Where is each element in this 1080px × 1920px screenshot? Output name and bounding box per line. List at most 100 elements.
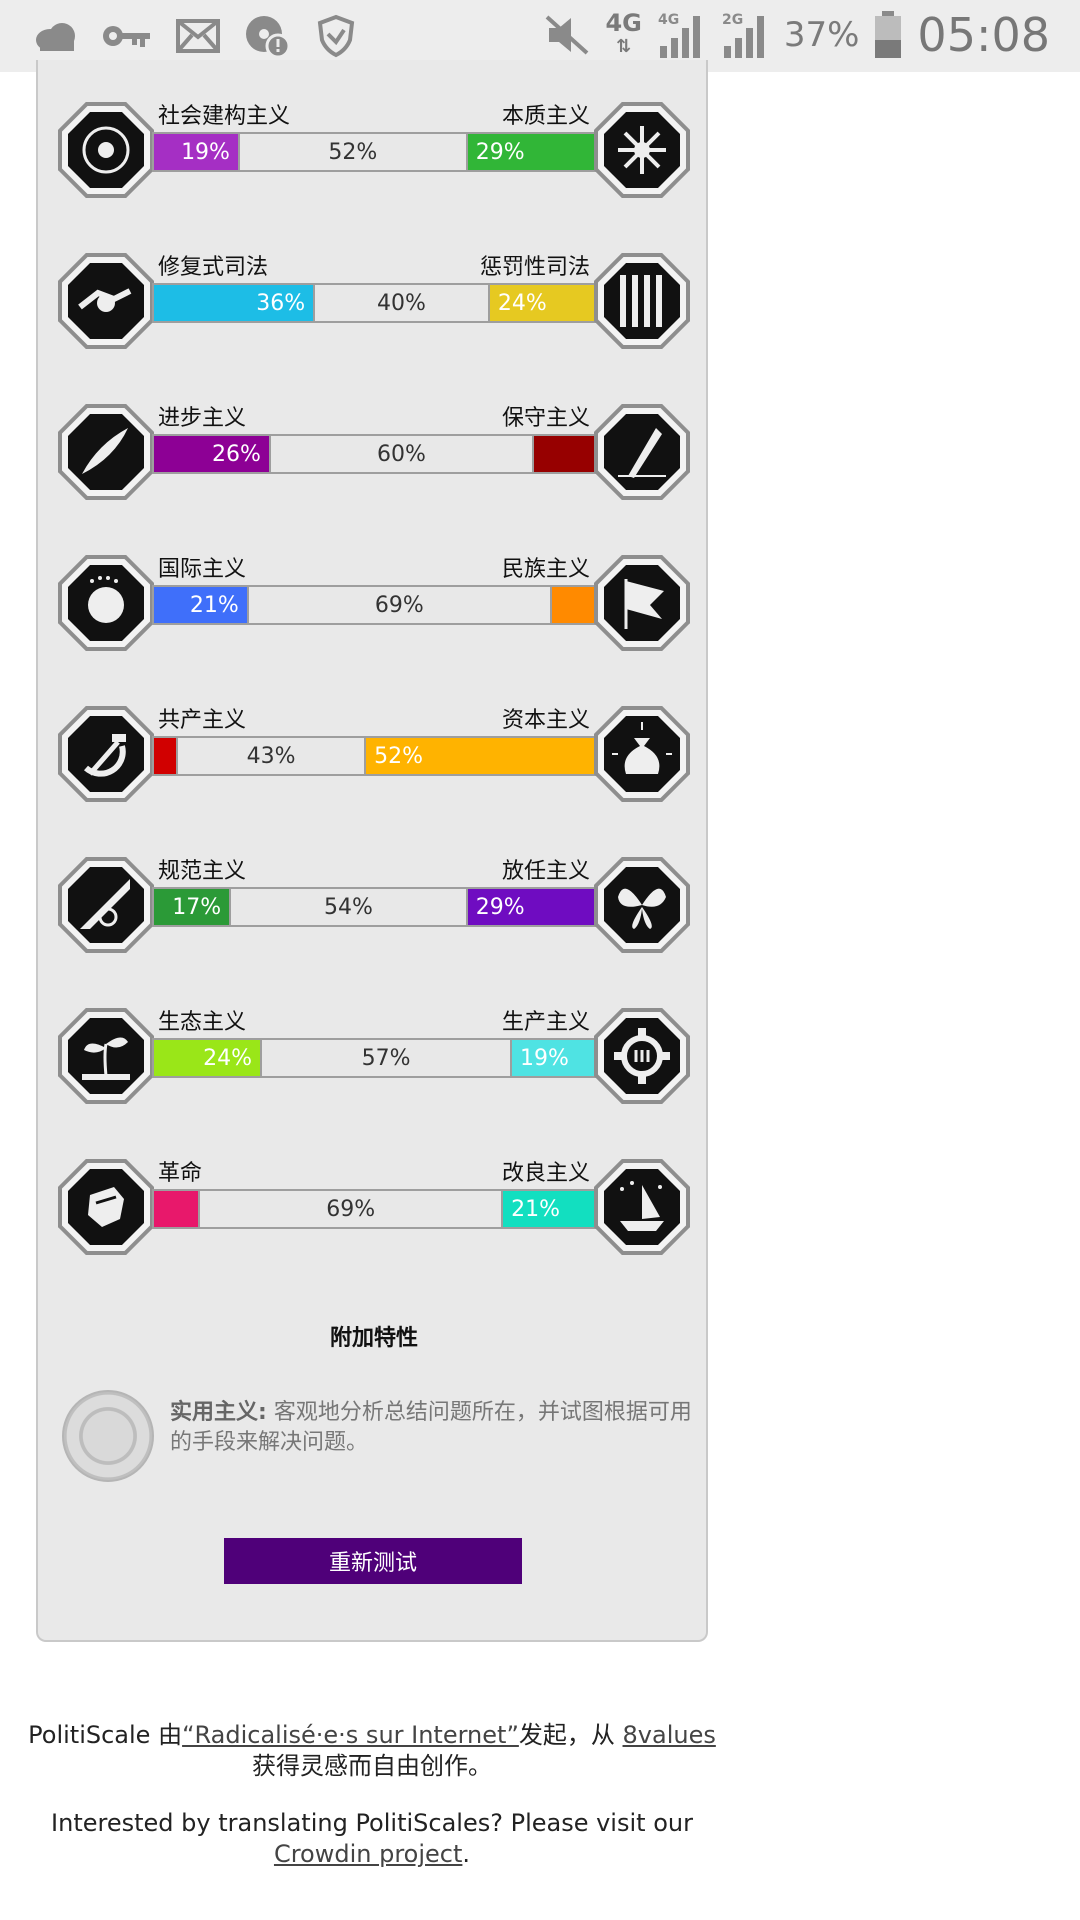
- mute-icon: [543, 13, 591, 57]
- axis-right-label: 本质主义: [501, 104, 590, 129]
- axis-row: 革命 改良主义 69% 21%: [38, 1147, 710, 1257]
- axis-right-label: 保守主义: [501, 406, 590, 431]
- axis-right-segment: [551, 587, 596, 623]
- hammer-sickle-icon: [58, 706, 154, 802]
- svg-text:2G: 2G: [722, 12, 743, 28]
- axis-left-segment: 26%: [154, 436, 269, 472]
- footer: PolitiScale 由“Radicalisé·e·s sur Interne…: [0, 1720, 744, 1870]
- axis-row: 修复式司法 惩罚性司法 36% 40% 24%: [38, 241, 710, 351]
- results-card: 社会建构主义 本质主义 19% 52% 29% 修复式司法 惩罚性司法 36% 40% 24% 进步…: [36, 60, 708, 1642]
- axis-center-segment: 54%: [229, 889, 468, 925]
- network-4g-indicator: 4G ⇅: [605, 9, 642, 57]
- axis-right-segment: 21%: [503, 1191, 596, 1227]
- pragmatism-seal-icon: [62, 1390, 154, 1482]
- axis-row: 社会建构主义 本质主义 19% 52% 29%: [38, 90, 710, 200]
- axis-right-label: 改良主义: [501, 1161, 590, 1186]
- svg-text:4G: 4G: [658, 12, 679, 28]
- axis-row: 进步主义 保守主义 26% 60%: [38, 392, 710, 502]
- shield-check-icon: [316, 14, 356, 58]
- prison-bars-icon: [594, 253, 690, 349]
- axis-row: 生态主义 生产主义 24% 57% 19%: [38, 996, 710, 1106]
- handshake-icon: [58, 253, 154, 349]
- axis-bar: 19% 52% 29%: [152, 132, 598, 172]
- mail-icon: [176, 19, 220, 53]
- clock: 05:08: [917, 8, 1050, 62]
- gear-icon: [594, 1008, 690, 1104]
- axis-bar: 69% 21%: [152, 1189, 598, 1229]
- axis-right-segment: 29%: [467, 889, 596, 925]
- disk-alert-icon: [244, 12, 292, 60]
- axis-left-label: 共产主义: [158, 708, 247, 733]
- rocket-icon: [58, 404, 154, 500]
- battery-percent: 37%: [783, 15, 860, 55]
- axis-right-segment: 29%: [467, 134, 596, 170]
- key-icon: [102, 21, 152, 51]
- axis-left-segment: 24%: [154, 1040, 261, 1076]
- axis-left-segment: 17%: [154, 889, 230, 925]
- flower-icon: [594, 102, 690, 198]
- money-bag-icon: [594, 706, 690, 802]
- axis-row: 国际主义 民族主义 21% 69%: [38, 543, 710, 653]
- axis-bar: 43% 52%: [152, 736, 598, 776]
- retry-button[interactable]: 重新测试: [224, 1538, 522, 1584]
- axis-row: 共产主义 资本主义 43% 52%: [38, 694, 710, 804]
- flag-icon: [594, 555, 690, 651]
- axis-left-segment: [154, 738, 177, 774]
- axis-right-label: 生产主义: [501, 1010, 590, 1035]
- axis-center-segment: 43%: [176, 738, 367, 774]
- axis-left-label: 革命: [158, 1161, 203, 1186]
- crowdin-link[interactable]: Crowdin project: [273, 1840, 463, 1868]
- trait-desc: 客观地分析总结问题所在，并试图根据可用的手段来解决问题。: [170, 1400, 692, 1455]
- trait-description: 实用主义: 客观地分析总结问题所在，并试图根据可用的手段来解决问题。: [170, 1398, 710, 1458]
- axis-bar: 26% 60%: [152, 434, 598, 474]
- trait-pragmatism: 实用主义: 客观地分析总结问题所在，并试图根据可用的手段来解决问题。: [62, 1390, 702, 1500]
- axis-right-segment: [534, 436, 596, 472]
- axis-row: 规范主义 放任主义 17% 54% 29%: [38, 845, 710, 955]
- axis-left-segment: 21%: [154, 587, 247, 623]
- axis-bar: 17% 54% 29%: [152, 887, 598, 927]
- signal-4g-icon: 4G: [656, 10, 706, 60]
- axis-bar: 36% 40% 24%: [152, 283, 598, 323]
- axis-left-label: 生态主义: [158, 1010, 247, 1035]
- globe-icon: [58, 555, 154, 651]
- bonus-section-title: 附加特性: [329, 1326, 418, 1351]
- axis-center-segment: 69%: [198, 1191, 504, 1227]
- axis-left-label: 社会建构主义: [158, 104, 291, 129]
- 8values-link[interactable]: 8values: [622, 1721, 716, 1749]
- axis-center-segment: 52%: [237, 134, 468, 170]
- axis-center-segment: 69%: [246, 587, 552, 623]
- footer-credit: PolitiScale 由“Radicalisé·e·s sur Interne…: [28, 1721, 716, 1780]
- trait-name: 实用主义:: [170, 1400, 267, 1425]
- radicalises-link[interactable]: “Radicalisé·e·s sur Internet”: [182, 1721, 519, 1749]
- axis-left-segment: [154, 1191, 199, 1227]
- fist-icon: [58, 1159, 154, 1255]
- axis-right-label: 惩罚性司法: [479, 255, 590, 280]
- axis-right-label: 放任主义: [501, 859, 590, 884]
- axis-left-label: 国际主义: [158, 557, 247, 582]
- butterfly-icon: [594, 857, 690, 953]
- axis-center-segment: 60%: [268, 436, 535, 472]
- ruler-icon: [58, 857, 154, 953]
- signal-2g-icon: 2G: [720, 10, 770, 60]
- axis-bar: 21% 69%: [152, 585, 598, 625]
- weather-cloud-icon: [34, 18, 78, 54]
- quill-icon: [594, 404, 690, 500]
- axis-bar: 24% 57% 19%: [152, 1038, 598, 1078]
- axis-left-label: 进步主义: [158, 406, 247, 431]
- axis-left-label: 修复式司法: [158, 255, 269, 280]
- eye-icon: [58, 102, 154, 198]
- sprout-icon: [58, 1008, 154, 1104]
- axis-center-segment: 57%: [260, 1040, 513, 1076]
- battery-icon: [873, 10, 903, 60]
- axis-right-label: 民族主义: [501, 557, 590, 582]
- footer-translate: Interested by translating PolitiScales? …: [51, 1809, 693, 1868]
- axis-right-segment: 19%: [512, 1040, 596, 1076]
- boat-icon: [594, 1159, 690, 1255]
- axis-right-segment: 52%: [366, 738, 596, 774]
- axis-right-label: 资本主义: [501, 708, 590, 733]
- axis-left-segment: 36%: [154, 285, 314, 321]
- axis-left-segment: 19%: [154, 134, 238, 170]
- axis-center-segment: 40%: [313, 285, 490, 321]
- axis-left-label: 规范主义: [158, 859, 247, 884]
